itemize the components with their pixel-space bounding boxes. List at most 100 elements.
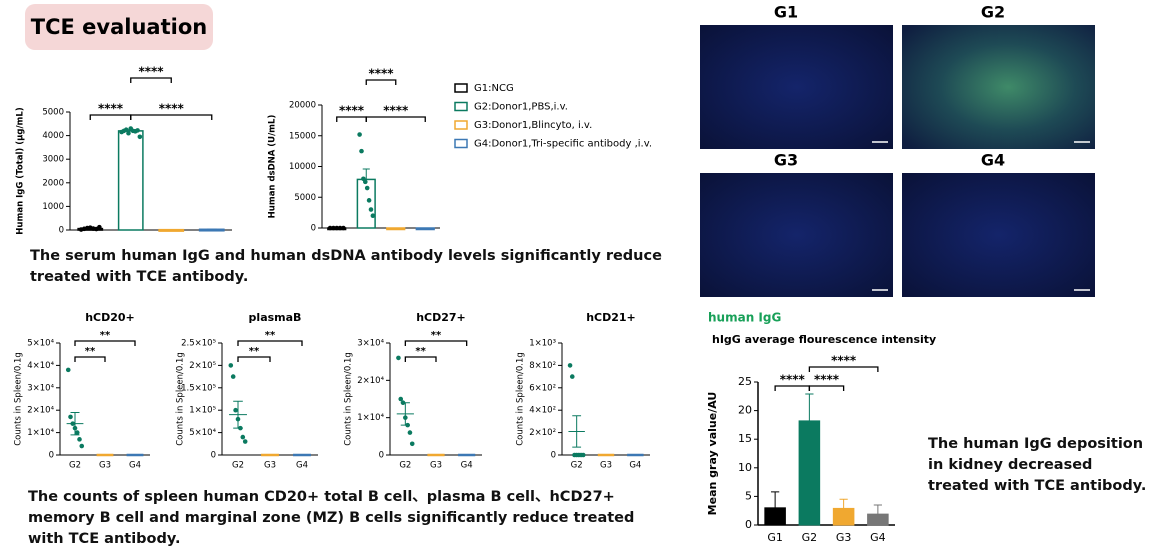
y-tick-label: 15 [738, 432, 752, 445]
significance-label: ** [85, 346, 96, 357]
micrograph [700, 25, 893, 149]
micrograph [902, 173, 1095, 297]
y-tick-label: 0 [59, 226, 64, 236]
x-tick-label: G4 [296, 461, 308, 471]
legend-label: G3:Donor1,Blincyto, i.v. [474, 120, 592, 131]
legend-label: G1:NCG [474, 83, 514, 94]
data-point [70, 421, 76, 426]
significance-label: ** [100, 330, 111, 341]
y-tick-label: 2000 [42, 178, 64, 188]
y-tick-label: 15000 [289, 131, 316, 141]
y-tick-label: 0 [745, 518, 752, 531]
y-tick-label: 2.5×10⁵ [181, 339, 216, 349]
significance-bracket [404, 356, 437, 362]
data-point [363, 179, 368, 185]
significance-label: ** [431, 330, 442, 341]
x-tick-label: G3 [99, 461, 111, 471]
bar [764, 507, 786, 526]
significance-bracket [74, 356, 106, 362]
data-point [398, 396, 404, 402]
x-tick-label: G2 [232, 461, 244, 471]
data-point [403, 415, 408, 420]
y-axis-label: Counts in Spleen/0.1g [14, 352, 24, 446]
y-tick-label: 2×10⁴ [27, 406, 54, 416]
data-point [580, 452, 586, 458]
y-tick-label: 1×10⁴ [357, 413, 384, 423]
x-tick-label: G3 [430, 461, 442, 471]
y-tick-label: 20000 [289, 101, 316, 111]
data-point [331, 225, 336, 231]
y-tick-label: 6×10² [529, 383, 556, 393]
y-tick-label: 1×10⁴ [27, 428, 54, 438]
legend-swatch [454, 101, 468, 112]
error-bar [805, 393, 814, 421]
significance-bracket [89, 114, 132, 120]
significance-label: **** [814, 373, 840, 387]
data-point [238, 425, 243, 431]
caption: The counts of spleen human CD20+ total B… [28, 489, 635, 546]
data-point [405, 422, 410, 428]
x-tick-label: G4 [870, 531, 886, 544]
y-tick-label: 8×10² [529, 361, 556, 371]
bar [117, 130, 144, 231]
data-point [74, 430, 80, 435]
y-tick-label: 1.5×10⁵ [181, 383, 216, 393]
y-tick-label: 0 [211, 451, 216, 461]
significance-label: **** [368, 67, 394, 81]
significance-bracket [365, 116, 426, 122]
significance-label: **** [98, 102, 124, 116]
data-point [334, 225, 340, 231]
error-bar [572, 415, 582, 448]
data-point [230, 374, 236, 379]
data-point [97, 224, 102, 230]
significance-bracket [130, 77, 172, 83]
bar [867, 513, 889, 526]
bar [386, 227, 406, 231]
bar [798, 420, 821, 526]
y-tick-label: 10 [738, 461, 752, 474]
x-tick-label: G4 [129, 461, 141, 471]
y-tick-label: 5000 [42, 108, 64, 118]
data-point [68, 414, 73, 420]
x-tick-label: G2 [802, 531, 818, 544]
significance-bracket [365, 79, 397, 85]
y-tick-label: 4×10² [529, 406, 556, 416]
y-tick-label: 3×10⁴ [27, 383, 54, 393]
error-bar [362, 168, 370, 180]
image-label: G1 [774, 3, 798, 22]
x-tick-label: G3 [264, 461, 276, 471]
data-point [79, 443, 85, 449]
significance-label: **** [383, 104, 409, 118]
significance-bracket [404, 340, 468, 346]
y-tick-label: 3000 [42, 155, 64, 165]
data-point [72, 425, 78, 431]
page-title: TCE evaluation [31, 15, 207, 39]
data-point [396, 355, 401, 361]
y-tick-label: 4×10⁴ [27, 361, 54, 371]
bar [415, 227, 435, 231]
data-point [407, 430, 413, 435]
image-label: G2 [981, 3, 1005, 22]
y-tick-label: 2×10² [529, 428, 556, 438]
y-tick-label: 0 [311, 224, 316, 234]
data-point [77, 437, 82, 442]
significance-bracket [130, 114, 213, 120]
chart-title: plasmaB [249, 311, 302, 324]
error-bar [873, 504, 882, 515]
legend-swatch [454, 138, 468, 149]
x-tick-label: G3 [836, 531, 852, 544]
data-point [366, 198, 372, 203]
data-point [400, 400, 406, 406]
y-tick-label: 4000 [42, 131, 64, 141]
legend-label: G2:Donor1,PBS,i.v. [474, 102, 568, 113]
y-tick-label: 2×10⁴ [357, 376, 384, 386]
y-tick-label: 3×10⁴ [357, 339, 384, 349]
y-tick-label: 5000 [294, 193, 316, 203]
significance-bracket [808, 385, 845, 391]
y-tick-label: 5×10⁴ [27, 339, 54, 349]
title-box [25, 4, 213, 50]
significance-label: **** [831, 354, 857, 368]
data-point [233, 407, 238, 413]
